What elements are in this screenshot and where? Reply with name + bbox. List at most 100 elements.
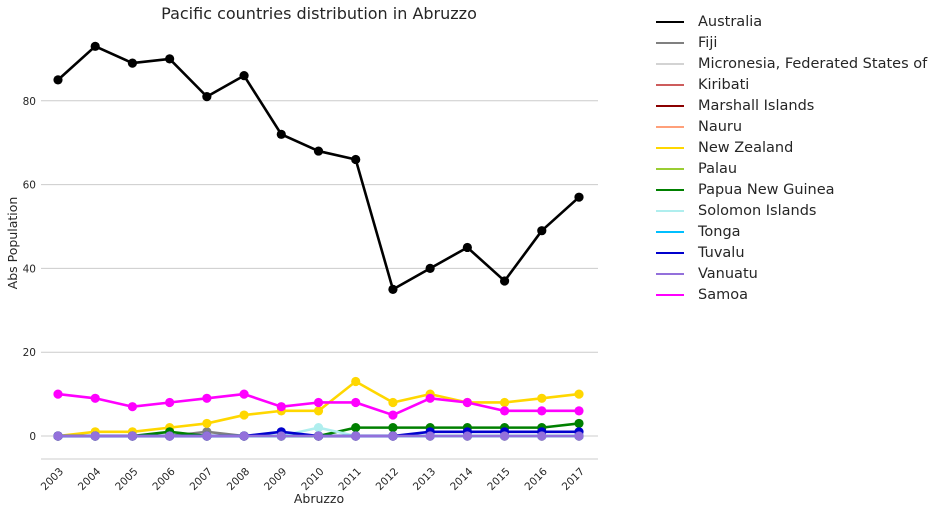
- y-tick-label: 60: [23, 180, 36, 192]
- legend-label: Fiji: [698, 34, 718, 51]
- x-tick-label: 2007: [188, 466, 215, 493]
- data-point: [276, 402, 286, 412]
- chart-title: Pacific countries distribution in Abruzz…: [161, 4, 477, 23]
- x-tick-label: 2015: [485, 466, 512, 493]
- legend-swatch: [656, 230, 684, 233]
- legend-swatch: [656, 62, 684, 65]
- data-point: [53, 431, 63, 441]
- data-point: [462, 397, 472, 408]
- legend-swatch: [656, 20, 684, 23]
- x-tick-label: 2004: [76, 465, 104, 493]
- y-axis-label: Abs Population: [5, 197, 20, 290]
- series-samoa: [53, 389, 584, 420]
- data-point: [537, 226, 547, 236]
- data-point: [351, 154, 361, 165]
- data-point: [202, 393, 212, 403]
- legend-item: New Zealand: [656, 137, 927, 158]
- y-tick-label: 20: [23, 347, 36, 359]
- data-point: [388, 410, 398, 420]
- data-point: [239, 431, 249, 441]
- data-point: [313, 423, 324, 433]
- legend-item: Tonga: [656, 221, 927, 242]
- data-point: [574, 192, 584, 202]
- legend-item: Nauru: [656, 116, 927, 137]
- legend-swatch: [656, 83, 684, 86]
- y-tick-label: 0: [29, 431, 36, 443]
- data-point: [202, 92, 212, 102]
- data-point: [165, 431, 175, 441]
- legend-swatch: [656, 104, 684, 107]
- legend-swatch: [656, 293, 684, 296]
- data-point: [351, 397, 361, 408]
- x-tick-label: 2008: [225, 466, 252, 493]
- legend: Australia Fiji Micronesia, Federated State…: [656, 11, 927, 305]
- data-point: [388, 397, 398, 408]
- data-point: [499, 406, 510, 416]
- legend-item: Samoa: [656, 284, 927, 305]
- data-point: [425, 431, 435, 441]
- x-tick-label: 2014: [448, 465, 476, 493]
- data-point: [127, 431, 138, 441]
- data-point: [202, 418, 212, 429]
- data-point: [388, 423, 398, 433]
- legend-swatch: [656, 272, 684, 275]
- data-point: [313, 406, 324, 416]
- x-tick-label: 2013: [411, 466, 438, 493]
- data-point: [90, 393, 100, 403]
- data-point: [462, 431, 472, 441]
- data-point: [239, 389, 249, 399]
- legend-label: Vanuatu: [698, 265, 758, 282]
- data-point: [127, 58, 138, 68]
- x-tick-label: 2017: [560, 466, 587, 493]
- x-tick-label: 2012: [374, 466, 401, 493]
- data-point: [313, 431, 324, 441]
- legend-label: Marshall Islands: [698, 97, 815, 114]
- legend-item: Vanuatu: [656, 263, 927, 284]
- x-axis-label: Abruzzo: [294, 491, 344, 506]
- legend-item: Palau: [656, 158, 927, 179]
- x-tick-label: 2011: [336, 466, 363, 493]
- data-point: [239, 71, 249, 81]
- legend-label: Australia: [698, 13, 763, 30]
- legend-label: Nauru: [698, 118, 743, 135]
- y-tick-label: 40: [23, 263, 36, 275]
- data-point: [90, 431, 100, 441]
- legend-item: Marshall Islands: [656, 95, 927, 116]
- data-point: [499, 397, 510, 408]
- legend-swatch: [656, 146, 684, 149]
- data-point: [239, 410, 249, 420]
- data-point: [462, 242, 472, 253]
- data-point: [574, 406, 584, 416]
- data-point: [537, 431, 547, 441]
- legend-swatch: [656, 188, 684, 191]
- legend-label: Kiribati: [698, 76, 750, 93]
- legend-label: New Zealand: [698, 139, 794, 156]
- y-axis-ticks: 0 20 40 60 80: [23, 96, 36, 443]
- x-tick-label: 2010: [299, 466, 326, 493]
- data-point: [127, 402, 138, 412]
- legend-item: Australia: [656, 11, 927, 32]
- legend-label: Tonga: [698, 223, 741, 240]
- series-australia: [53, 41, 584, 294]
- data-point: [388, 284, 398, 294]
- legend-swatch: [656, 251, 684, 254]
- data-point: [574, 389, 584, 399]
- data-point: [425, 263, 435, 273]
- legend-item: Fiji: [656, 32, 927, 53]
- data-point: [276, 129, 286, 139]
- legend-item: Micronesia, Federated States of: [656, 53, 927, 74]
- data-point: [165, 54, 175, 64]
- series-line: [57, 45, 580, 291]
- x-tick-label: 2003: [39, 466, 66, 493]
- x-axis-ticks: 2003 2004 2005 2006 2007 2008 2009 2010 2011 2012…: [39, 465, 587, 493]
- data-point: [574, 431, 584, 441]
- legend-label: Palau: [698, 160, 738, 177]
- data-point: [202, 431, 212, 441]
- data-point: [351, 423, 361, 433]
- data-point: [388, 431, 398, 441]
- legend-label: Samoa: [698, 286, 748, 303]
- data-point: [313, 397, 324, 408]
- data-point: [165, 397, 175, 408]
- data-point: [537, 393, 547, 403]
